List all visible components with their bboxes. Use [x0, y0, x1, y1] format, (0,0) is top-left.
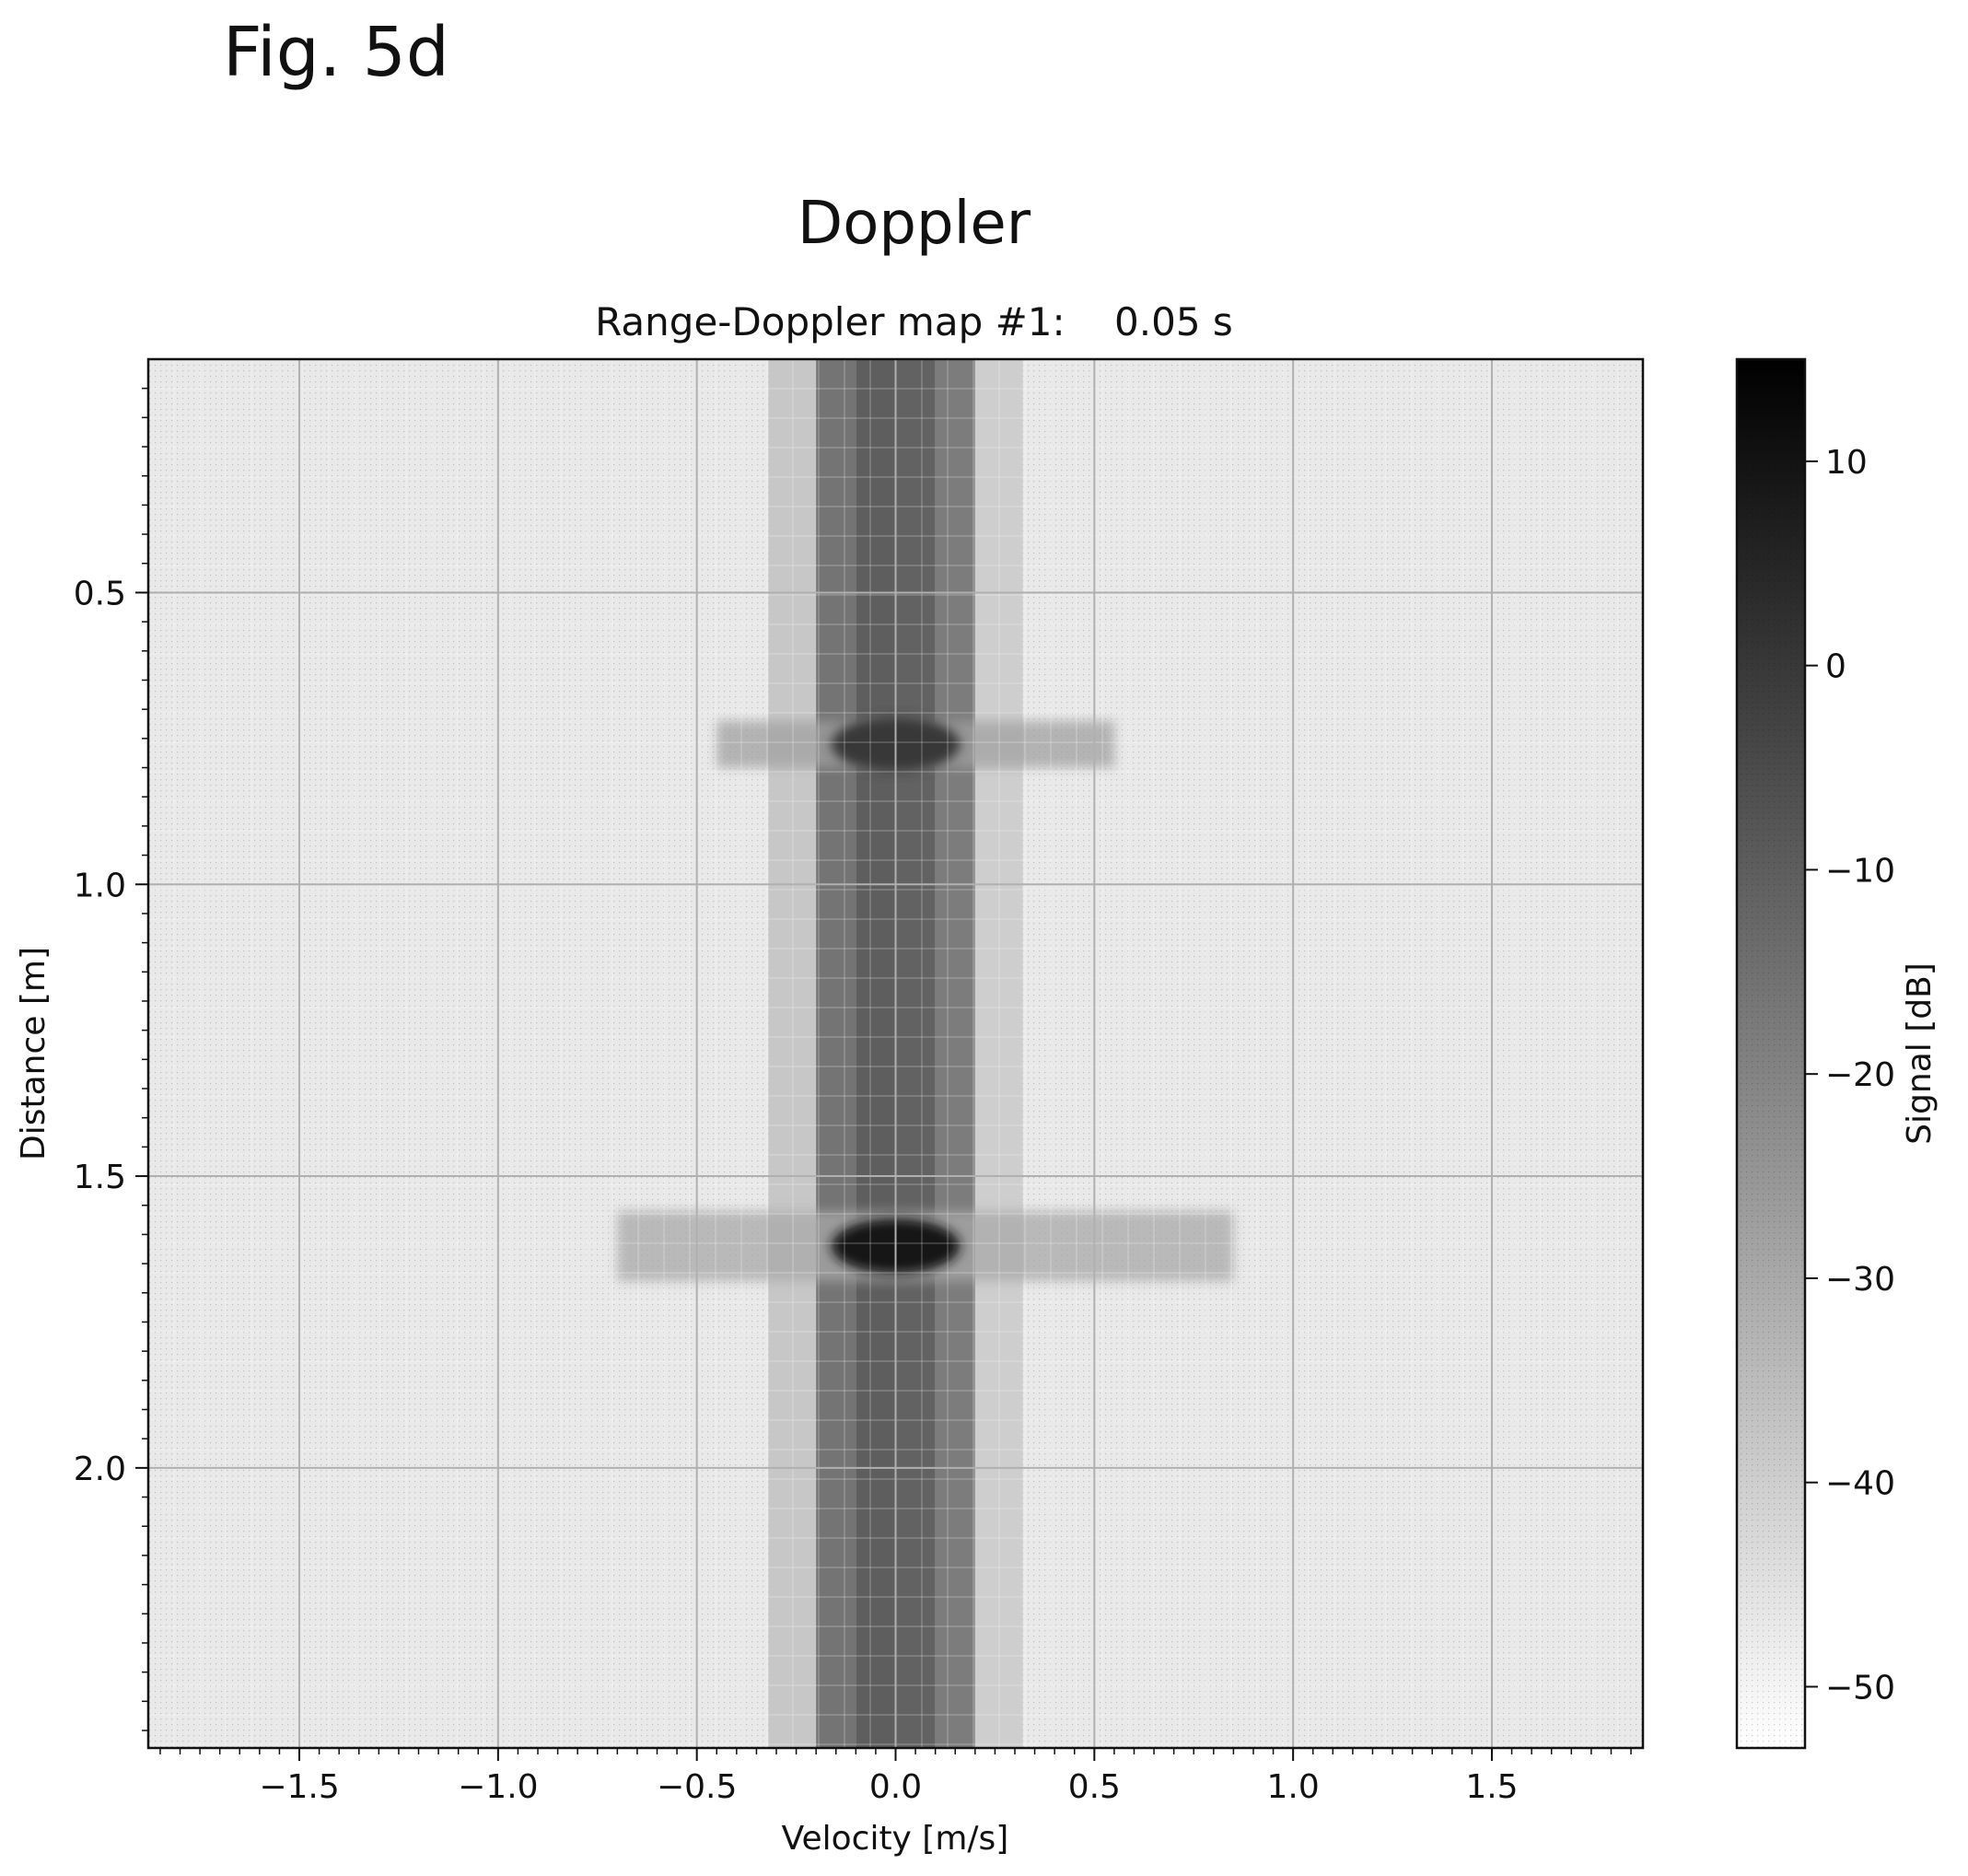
- figure-label: Fig. 5d: [223, 13, 449, 92]
- y-tick-label: 1.5: [74, 1159, 126, 1196]
- doppler-column: [856, 359, 896, 1748]
- doppler-column: [816, 359, 856, 1748]
- x-tick-label: −1.0: [458, 1768, 538, 1806]
- y-tick-label: 0.5: [74, 575, 126, 612]
- grid-lines: [147, 358, 1643, 1748]
- colorbar-tick-label: 10: [1825, 444, 1868, 482]
- colorbar-tick-label: −10: [1825, 852, 1895, 890]
- y-tick-label: 1.0: [74, 867, 126, 904]
- x-tick-label: 0.0: [869, 1768, 922, 1806]
- x-axis-label: Velocity [m/s]: [782, 1820, 1009, 1858]
- colorbar-speckle: [1737, 359, 1805, 1748]
- chart-subtitle: Range-Doppler map #1: 0.05 s: [595, 299, 1233, 344]
- x-tick-label: 1.0: [1267, 1768, 1320, 1806]
- colorbar-tick-label: 0: [1825, 648, 1846, 686]
- x-tick-label: −0.5: [657, 1768, 737, 1806]
- doppler-column: [974, 359, 1023, 1748]
- colorbar-tick-label: −40: [1825, 1465, 1895, 1503]
- colorbar-tick-label: −50: [1825, 1669, 1895, 1707]
- colorbar-frame: [1735, 357, 1807, 1750]
- colorbar-tick-label: −30: [1825, 1261, 1895, 1299]
- chart-title: Doppler: [797, 190, 1031, 258]
- x-tick-label: 0.5: [1068, 1768, 1121, 1806]
- doppler-column: [768, 359, 817, 1748]
- doppler-column: [895, 359, 936, 1748]
- y-tick-label: 2.0: [74, 1451, 126, 1488]
- y-axis-label: Distance [m]: [15, 947, 52, 1160]
- axes: −1.5 −1.0 −0.5 0.0 0.5 1.0 1.5 0.5 1.0 1.5 2.0: [74, 357, 1645, 1806]
- x-tick-label: 1.5: [1465, 1768, 1518, 1806]
- colorbar: 10 0 −10 −20 −30 −40 −50: [1735, 357, 1895, 1750]
- colorbar-tick-label: −20: [1825, 1056, 1895, 1094]
- doppler-column: [935, 359, 975, 1748]
- colorbar-label: Signal [dB]: [1901, 962, 1939, 1145]
- x-tick-label: −1.5: [259, 1768, 339, 1806]
